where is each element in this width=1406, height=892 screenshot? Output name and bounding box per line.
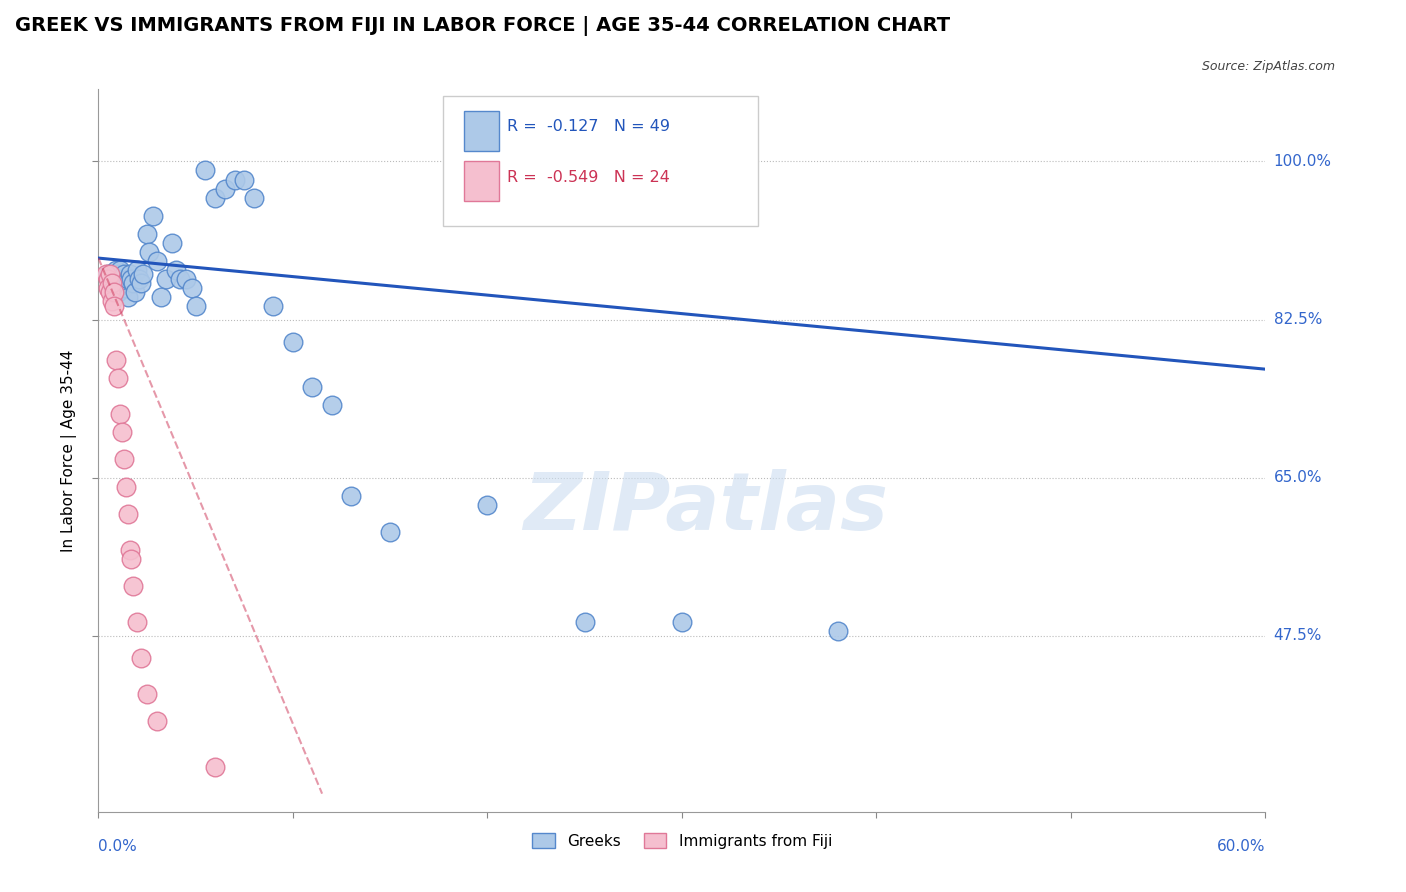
FancyBboxPatch shape (464, 111, 499, 151)
Text: R =  -0.549   N = 24: R = -0.549 N = 24 (508, 169, 669, 185)
Point (96, 268, 118, 282)
Point (136, 227, 159, 241)
Point (129, 277, 152, 291)
Point (104, 263, 127, 277)
Point (122, 579, 145, 593)
Point (127, 615, 149, 629)
Point (477, 498, 499, 512)
Point (194, 163, 217, 178)
Point (101, 294, 124, 309)
Point (169, 272, 191, 286)
Point (180, 281, 202, 295)
Y-axis label: In Labor Force | Age 35-44: In Labor Force | Age 35-44 (60, 350, 77, 551)
Point (117, 272, 139, 286)
Text: GREEK VS IMMIGRANTS FROM FIJI IN LABOR FORCE | AGE 35-44 CORRELATION CHART: GREEK VS IMMIGRANTS FROM FIJI IN LABOR F… (15, 16, 950, 37)
Text: ZIPatlas: ZIPatlas (523, 469, 887, 548)
Point (155, 272, 177, 286)
Text: 0.0%: 0.0% (98, 839, 138, 855)
FancyBboxPatch shape (443, 96, 758, 227)
Point (117, 507, 139, 521)
Point (97, 281, 120, 295)
Point (233, 172, 256, 186)
Point (122, 277, 145, 291)
Text: R =  -0.127   N = 49: R = -0.127 N = 49 (508, 120, 669, 135)
Point (174, 272, 197, 286)
Point (162, 235, 184, 250)
Point (321, 398, 343, 412)
Point (114, 277, 136, 291)
Point (146, 714, 169, 729)
Point (827, 624, 849, 639)
Point (103, 299, 125, 313)
Point (124, 285, 146, 300)
Point (101, 272, 124, 286)
Point (111, 425, 134, 440)
Point (380, 524, 402, 539)
Point (118, 268, 141, 282)
Text: 100.0%: 100.0% (1274, 154, 1331, 169)
Point (214, 181, 236, 195)
Point (112, 452, 135, 467)
Point (104, 353, 127, 368)
Point (136, 687, 159, 701)
Point (101, 277, 124, 291)
Point (281, 334, 304, 349)
Point (243, 191, 266, 205)
Point (129, 651, 152, 665)
Text: Source: ZipAtlas.com: Source: ZipAtlas.com (1202, 60, 1334, 72)
Point (107, 268, 129, 282)
Point (121, 551, 143, 566)
Point (142, 209, 165, 223)
Point (132, 268, 155, 282)
Point (184, 299, 207, 313)
Text: 47.5%: 47.5% (1274, 628, 1322, 643)
Point (111, 272, 134, 286)
Point (224, 172, 246, 186)
Point (574, 615, 596, 629)
Point (97, 272, 120, 286)
Legend: Greeks, Immigrants from Fiji: Greeks, Immigrants from Fiji (526, 827, 838, 855)
Point (108, 407, 131, 422)
Point (127, 263, 149, 277)
Text: 82.5%: 82.5% (1274, 312, 1322, 327)
Point (98, 285, 121, 300)
Point (671, 615, 693, 629)
Point (108, 263, 131, 277)
Point (114, 480, 136, 494)
Point (117, 290, 139, 304)
Point (112, 281, 135, 295)
FancyBboxPatch shape (464, 161, 499, 202)
Point (301, 380, 323, 394)
Text: 60.0%: 60.0% (1218, 839, 1265, 855)
Point (340, 489, 363, 503)
Point (204, 759, 226, 773)
Text: 65.0%: 65.0% (1274, 470, 1322, 485)
Point (118, 542, 141, 557)
Point (128, 272, 150, 286)
Point (138, 244, 160, 259)
Point (149, 290, 172, 304)
Point (103, 285, 125, 300)
Point (165, 263, 187, 277)
Point (121, 272, 143, 286)
Point (112, 268, 135, 282)
Point (107, 285, 129, 300)
Point (103, 281, 125, 295)
Point (107, 371, 129, 385)
Point (98, 268, 121, 282)
Point (146, 253, 169, 268)
Point (97, 268, 120, 282)
Point (204, 191, 226, 205)
Point (262, 299, 284, 313)
